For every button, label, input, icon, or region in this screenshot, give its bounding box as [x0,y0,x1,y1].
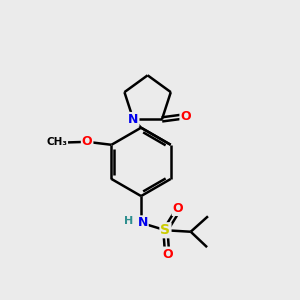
Text: CH₃: CH₃ [46,137,67,147]
Text: O: O [162,248,173,260]
Text: H: H [124,216,133,226]
Text: O: O [172,202,183,215]
Text: N: N [128,113,139,126]
Text: S: S [160,223,170,237]
Text: O: O [82,135,92,148]
Text: N: N [137,216,148,229]
Text: O: O [180,110,191,123]
